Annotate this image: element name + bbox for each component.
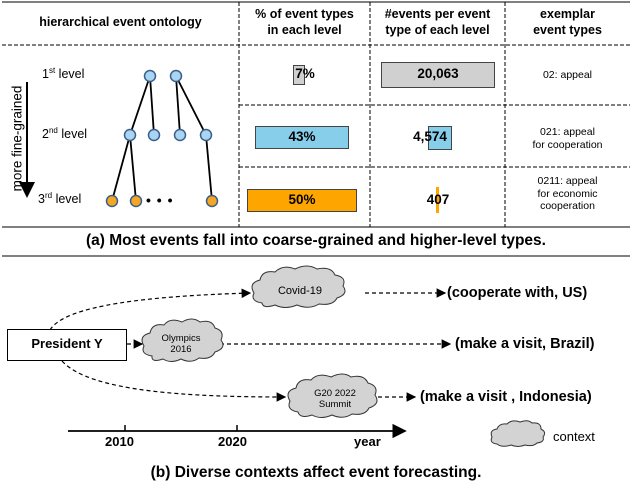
exemplar-level-2: 021: appeal for cooperation [505,126,630,151]
level-2-word: level [61,127,88,142]
legend-context-label: context [553,429,595,444]
exemplar-level-3-line2: for economic [537,187,598,200]
cloud-legend [490,420,546,447]
exemplar-level-2-line2: for cooperation [532,138,603,151]
tree-node [105,194,119,208]
level-1-label: 1st level [42,66,84,81]
level-3-word: level [55,192,82,207]
percent-bar-level-1 [293,65,305,85]
level-1-word: level [58,67,85,82]
header-percent-line2: in each level [267,23,342,37]
timeline-arrows [49,288,452,402]
context-label-olympics: Olympics 2016 [161,333,201,355]
level-2-label: 2nd level [42,126,87,141]
header-events-line2: type of each level [385,23,490,37]
tree-node [143,69,157,83]
outcome-3: (make a visit , Indonesia) [420,389,592,405]
header-exemplar-line1: exemplar [540,7,595,21]
exemplar-level-2-line1: 021: appeal [540,126,595,138]
tree-node [199,128,213,142]
header-events: #events per event type of each level [370,6,505,38]
percent-label-level-3: 50% [288,192,316,207]
tree-ellipsis: • • • [146,192,174,208]
exemplar-level-3: 0211: appeal for economic cooperation [505,175,630,213]
events-bar-level-2 [428,126,452,150]
tree-node [169,69,183,83]
exemplar-level-1: 02: appeal [542,69,593,81]
level-1-suffix: st [48,66,56,75]
level-2-num: 2 [42,127,49,142]
actor-label: President Y [31,336,103,351]
tree-node [123,128,137,142]
context-clouds [141,265,546,447]
actor-box [7,329,127,361]
percent-bar-level-2 [255,126,349,149]
percent-label-level-2: 43% [288,129,316,144]
header-percent-line1: % of event types [255,7,354,21]
cloud-g20 [287,373,378,418]
table-grid [2,1,630,257]
events-label-level-3: 407 [426,192,450,207]
year-2010: 2010 [105,434,134,449]
cloud-olympics [141,318,224,362]
exemplar-level-3-line3: cooperation [540,200,595,212]
events-bar-level-1 [381,62,495,88]
level-3-label: 3rd level [38,191,81,206]
tree-node [173,128,187,142]
level-3-num: 3 [38,192,45,207]
percent-bar-level-3 [247,189,357,212]
tree-node [129,194,143,208]
events-label-level-2: 4,574 [413,129,447,144]
tree-node [147,128,161,142]
tree-node [205,194,219,208]
ontology-tree-edges [111,75,213,202]
caption-a: (a) Most events fall into coarse-grained… [86,232,546,249]
year-axis-label: year [354,434,381,449]
exemplar-level-3-line1: 0211: appeal [537,175,598,187]
header-percent: % of event types in each level [239,6,370,38]
level-2-suffix: nd [48,126,58,135]
caption-b: (b) Diverse contexts affect event foreca… [150,464,482,481]
header-exemplar: exemplar event types [505,6,630,38]
context-label-g20: G20 2022 Summit [314,388,356,410]
cloud-covid [251,265,346,308]
outcome-1: (cooperate with, US) [447,285,588,301]
header-ontology: hierarchical event ontology [39,15,202,29]
events-label-level-1: 20,063 [417,66,459,81]
context-label-covid: Covid-19 [277,285,323,297]
year-2020: 2020 [218,434,247,449]
header-exemplar-line2: event types [533,23,602,37]
header-events-line1: #events per event [384,7,491,21]
events-bar-level-3 [436,187,439,213]
level-3-suffix: rd [44,191,53,200]
ontology-tree-nodes [105,69,219,208]
level-1-num: 1 [42,67,49,82]
fine-grained-label: more fine-grained [9,85,25,192]
percent-label-level-1: 7% [295,66,315,81]
outcome-2: (make a visit, Brazil) [455,336,595,352]
